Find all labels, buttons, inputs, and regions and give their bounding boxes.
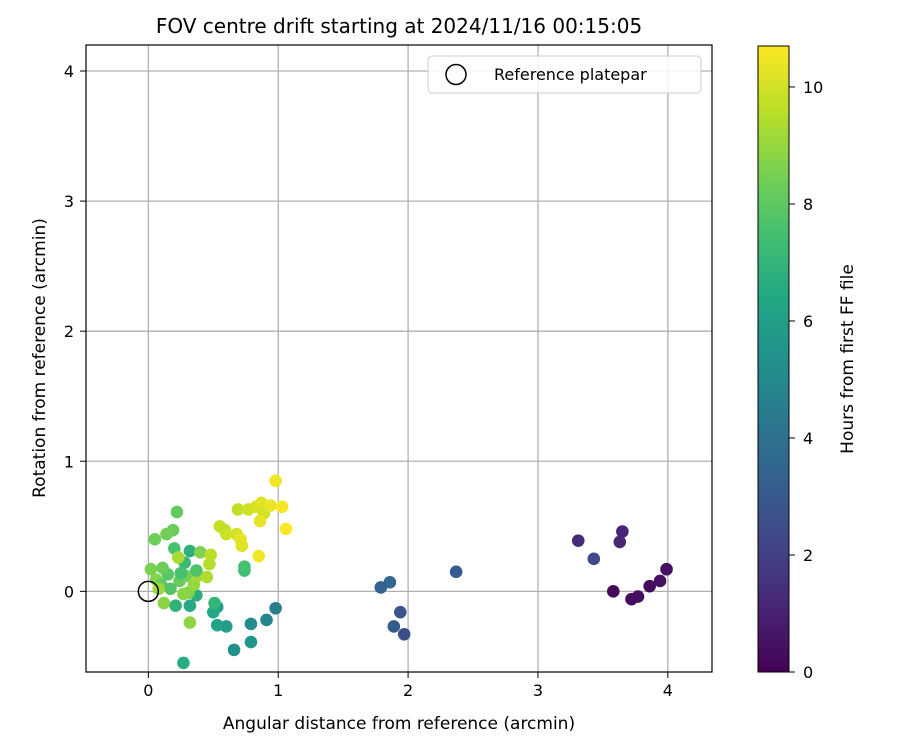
data-point: [174, 566, 188, 580]
legend-reference-marker: [445, 63, 467, 86]
x-tick-label: 3: [533, 681, 543, 700]
colorbar-tick-label: 8: [803, 195, 813, 214]
data-point: [449, 565, 463, 579]
chart-title: FOV centre drift starting at 2024/11/16 …: [156, 14, 642, 38]
x-tick-label: 4: [663, 681, 673, 700]
data-point: [397, 627, 411, 641]
data-point: [171, 551, 185, 564]
axis-ticks: 0 1 2 3 4 0 1 2 3 4: [64, 62, 673, 700]
colorbar-tick-label: 10: [803, 78, 823, 97]
legend-box: [427, 55, 702, 94]
data-point: [260, 613, 273, 627]
data-point: [183, 599, 197, 612]
x-axis-label: Angular distance from reference (arcmin): [223, 714, 575, 734]
data-point: [252, 549, 266, 563]
data-point: [219, 527, 233, 541]
colorbar-gradient: [757, 45, 790, 673]
data-point: [279, 522, 293, 536]
data-point: [183, 616, 197, 629]
data-point: [374, 581, 388, 594]
data-point: [190, 564, 203, 577]
data-point: [244, 617, 258, 631]
colorbar-tick-label: 6: [803, 312, 813, 331]
data-point: [253, 514, 267, 528]
data-point: [164, 582, 177, 596]
data-point: [148, 533, 162, 546]
colorbar-label: Hours from first FF file: [838, 264, 858, 454]
data-point: [208, 596, 221, 610]
data-point: [200, 570, 214, 584]
data-point: [244, 635, 258, 649]
data-point: [587, 552, 601, 566]
reference-platepar-marker: [137, 580, 160, 603]
reference-marker: [137, 580, 160, 603]
data-point: [144, 562, 158, 576]
x-tick-label: 0: [143, 681, 153, 700]
data-point: [193, 546, 207, 559]
data-point: [275, 500, 289, 514]
data-point: [204, 548, 217, 562]
data-point: [227, 643, 241, 657]
data-point: [177, 656, 190, 670]
legend-entry-reference-platepar: Reference platepar: [494, 65, 647, 84]
data-point: [170, 505, 184, 519]
data-point: [210, 618, 224, 632]
colorbar-tick-label: 4: [803, 429, 813, 448]
colorbar: 0 2 4 6 8 10 Hours from first FF file: [757, 45, 858, 682]
data-point: [387, 620, 401, 633]
data-point: [238, 560, 251, 573]
data-point: [571, 534, 585, 547]
x-tick-label: 2: [403, 681, 413, 700]
data-point: [160, 527, 173, 541]
data-point: [393, 605, 407, 619]
data-point: [269, 474, 282, 488]
colorbar-tick-label: 2: [803, 546, 813, 565]
data-point: [231, 503, 245, 516]
data-point: [183, 544, 197, 558]
data-point: [157, 596, 171, 610]
data-point: [616, 525, 629, 538]
colorbar-ticks: 0 2 4 6 8 10: [789, 78, 823, 682]
y-tick-label: 4: [64, 62, 74, 81]
y-tick-label: 0: [64, 582, 74, 601]
data-point: [613, 535, 627, 549]
data-point: [631, 590, 645, 603]
data-point: [177, 587, 190, 601]
plot-frame: [85, 44, 713, 673]
data-point: [264, 499, 277, 512]
y-tick-label: 2: [64, 322, 74, 341]
data-point: [606, 585, 620, 598]
data-point: [169, 599, 182, 612]
data-point: [660, 562, 673, 576]
y-tick-label: 1: [64, 452, 74, 471]
legend: Reference platepar: [427, 55, 702, 94]
data-point: [653, 574, 667, 588]
y-axis-label: Rotation from reference (arcmin): [30, 218, 50, 498]
data-point: [235, 539, 249, 553]
data-point: [156, 561, 169, 575]
colorbar-tick-label: 0: [803, 663, 813, 682]
x-tick-label: 1: [273, 681, 283, 700]
y-tick-label: 3: [64, 192, 74, 211]
data-point: [643, 579, 656, 593]
data-points: [144, 474, 673, 670]
data-point: [269, 601, 282, 615]
